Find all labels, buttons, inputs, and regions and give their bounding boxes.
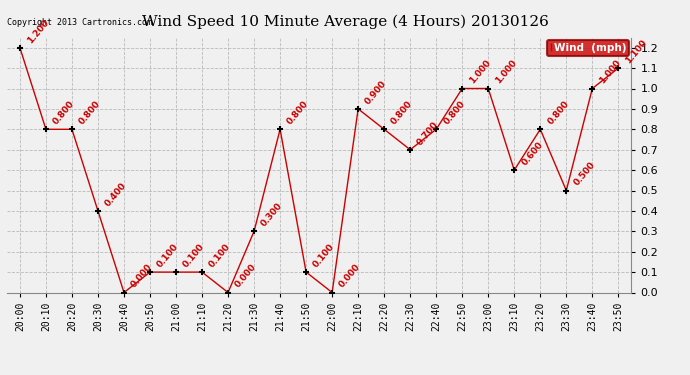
Text: 0.800: 0.800 bbox=[546, 99, 571, 126]
Text: 0.300: 0.300 bbox=[259, 201, 284, 228]
Text: 1.200: 1.200 bbox=[26, 18, 50, 45]
Text: 0.500: 0.500 bbox=[572, 160, 597, 188]
Text: 1.000: 1.000 bbox=[494, 58, 519, 86]
Text: 0.600: 0.600 bbox=[520, 140, 544, 167]
Text: Wind Speed 10 Minute Average (4 Hours) 20130126: Wind Speed 10 Minute Average (4 Hours) 2… bbox=[141, 15, 549, 29]
Text: 0.800: 0.800 bbox=[286, 99, 310, 126]
Text: 0.800: 0.800 bbox=[442, 99, 466, 126]
Text: 0.100: 0.100 bbox=[181, 242, 206, 269]
Text: 0.100: 0.100 bbox=[208, 242, 233, 269]
Text: 0.700: 0.700 bbox=[416, 120, 441, 147]
Text: 0.100: 0.100 bbox=[155, 242, 181, 269]
Text: 1.000: 1.000 bbox=[468, 58, 493, 86]
Text: 0.900: 0.900 bbox=[364, 79, 388, 106]
Text: 0.000: 0.000 bbox=[130, 262, 155, 290]
Text: 0.800: 0.800 bbox=[390, 99, 415, 126]
Text: 1.000: 1.000 bbox=[598, 58, 623, 86]
Text: 0.100: 0.100 bbox=[312, 242, 337, 269]
Text: 0.000: 0.000 bbox=[337, 262, 362, 290]
Text: 0.400: 0.400 bbox=[104, 181, 128, 208]
Text: Copyright 2013 Cartronics.com: Copyright 2013 Cartronics.com bbox=[7, 18, 152, 27]
Text: 0.800: 0.800 bbox=[52, 99, 77, 126]
Text: 0.000: 0.000 bbox=[234, 262, 259, 290]
Legend: Wind  (mph): Wind (mph) bbox=[547, 40, 629, 56]
Text: 1.100: 1.100 bbox=[624, 38, 649, 65]
Text: 0.800: 0.800 bbox=[77, 99, 102, 126]
